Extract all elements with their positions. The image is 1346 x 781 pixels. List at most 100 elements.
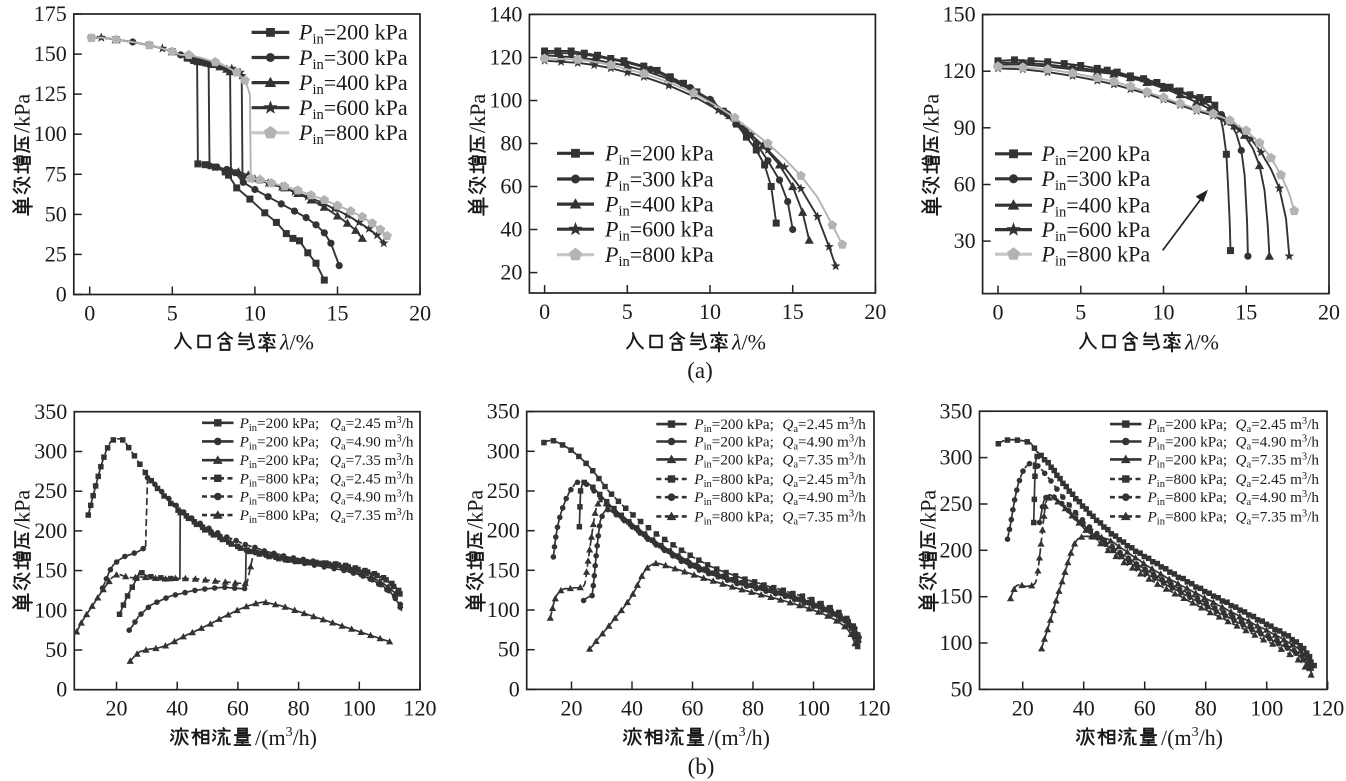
svg-text:200: 200 bbox=[940, 537, 973, 562]
svg-text:Pin=200 kPa;: Pin=200 kPa; bbox=[693, 434, 774, 453]
svg-text:Qa=7.35 m3/h: Qa=7.35 m3/h bbox=[330, 452, 414, 471]
svg-text:Pin=600 kPa: Pin=600 kPa bbox=[1041, 217, 1151, 245]
svg-text:Qa=2.45 m3/h: Qa=2.45 m3/h bbox=[782, 416, 866, 435]
svg-text:Pin=200 kPa: Pin=200 kPa bbox=[298, 20, 408, 48]
svg-text:5: 5 bbox=[167, 301, 178, 326]
svg-text:60: 60 bbox=[1134, 695, 1156, 720]
svg-text:Qa=2.45 m3/h: Qa=2.45 m3/h bbox=[1236, 416, 1320, 435]
svg-text:15: 15 bbox=[327, 301, 349, 326]
svg-text:20: 20 bbox=[864, 299, 886, 324]
svg-text:Pin=800 kPa;: Pin=800 kPa; bbox=[1147, 471, 1228, 490]
svg-text:/kPa: /kPa bbox=[465, 94, 490, 133]
svg-text:15: 15 bbox=[1235, 300, 1257, 325]
svg-text:/kPa: /kPa bbox=[916, 490, 941, 529]
svg-text:120: 120 bbox=[858, 695, 891, 720]
svg-text:λ/%: λ/% bbox=[1184, 330, 1219, 355]
svg-text:100: 100 bbox=[487, 597, 520, 622]
svg-text:100: 100 bbox=[34, 597, 67, 622]
svg-text:100: 100 bbox=[489, 88, 522, 113]
svg-text:/kPa: /kPa bbox=[10, 94, 35, 133]
svg-text:/(m3/h): /(m3/h) bbox=[1161, 725, 1223, 750]
svg-text:Pin=800 kPa;: Pin=800 kPa; bbox=[1147, 508, 1228, 527]
svg-text:Pin=200 kPa;: Pin=200 kPa; bbox=[1147, 451, 1228, 470]
svg-text:Pin=200 kPa;: Pin=200 kPa; bbox=[693, 416, 774, 435]
svg-text:100: 100 bbox=[343, 696, 376, 721]
svg-text:/kPa: /kPa bbox=[463, 490, 488, 529]
svg-text:25: 25 bbox=[45, 241, 67, 266]
svg-text:Pin=200 kPa;: Pin=200 kPa; bbox=[239, 452, 320, 471]
svg-text:200: 200 bbox=[487, 518, 520, 543]
svg-text:Qa=7.35 m3/h: Qa=7.35 m3/h bbox=[330, 507, 414, 526]
svg-text:0: 0 bbox=[509, 676, 520, 701]
svg-text:80: 80 bbox=[742, 695, 764, 720]
svg-text:5: 5 bbox=[1075, 300, 1086, 325]
svg-text:20: 20 bbox=[561, 695, 583, 720]
svg-text:Pin=200 kPa: Pin=200 kPa bbox=[1041, 141, 1151, 169]
svg-text:Pin=200 kPa;: Pin=200 kPa; bbox=[239, 433, 320, 452]
svg-text:20: 20 bbox=[500, 260, 522, 285]
svg-text:15: 15 bbox=[782, 299, 804, 324]
svg-text:λ/%: λ/% bbox=[731, 330, 766, 355]
svg-text:350: 350 bbox=[940, 398, 973, 423]
svg-text:60: 60 bbox=[682, 695, 704, 720]
svg-text:20: 20 bbox=[1318, 300, 1340, 325]
svg-text:90: 90 bbox=[954, 115, 976, 140]
svg-text:(a): (a) bbox=[687, 358, 713, 383]
svg-text:50: 50 bbox=[951, 676, 973, 701]
svg-text:Qa=2.45 m3/h: Qa=2.45 m3/h bbox=[782, 471, 866, 490]
svg-text:Pin=600 kPa: Pin=600 kPa bbox=[298, 95, 408, 123]
svg-text:Pin=200 kPa;: Pin=200 kPa; bbox=[1147, 416, 1228, 435]
svg-text:300: 300 bbox=[940, 445, 973, 470]
svg-text:Pin=800 kPa;: Pin=800 kPa; bbox=[693, 489, 774, 508]
svg-text:Qa=7.35 m3/h: Qa=7.35 m3/h bbox=[1236, 451, 1320, 470]
svg-text:120: 120 bbox=[489, 45, 522, 70]
svg-text:Qa=4.90 m3/h: Qa=4.90 m3/h bbox=[782, 434, 866, 453]
svg-text:λ/%: λ/% bbox=[279, 330, 314, 355]
svg-text:Pin=800 kPa;: Pin=800 kPa; bbox=[239, 489, 320, 508]
svg-text:Qa=7.35 m3/h: Qa=7.35 m3/h bbox=[782, 451, 866, 470]
svg-text:/kPa: /kPa bbox=[919, 94, 944, 133]
svg-text:/kPa: /kPa bbox=[10, 490, 35, 529]
svg-text:Pin=200 kPa;: Pin=200 kPa; bbox=[693, 451, 774, 470]
svg-text:40: 40 bbox=[621, 695, 643, 720]
svg-text:Pin=400 kPa: Pin=400 kPa bbox=[298, 70, 408, 98]
svg-text:Pin=800 kPa: Pin=800 kPa bbox=[298, 120, 408, 148]
svg-text:Qa=7.35 m3/h: Qa=7.35 m3/h bbox=[1236, 508, 1320, 527]
svg-text:20: 20 bbox=[106, 696, 128, 721]
svg-text:Pin=800 kPa;: Pin=800 kPa; bbox=[239, 470, 320, 489]
svg-text:Qa=2.45 m3/h: Qa=2.45 m3/h bbox=[330, 470, 414, 489]
svg-text:150: 150 bbox=[34, 558, 67, 583]
svg-text:100: 100 bbox=[1250, 695, 1283, 720]
svg-text:250: 250 bbox=[940, 491, 973, 516]
svg-text:80: 80 bbox=[1195, 695, 1217, 720]
svg-text:60: 60 bbox=[500, 174, 522, 199]
svg-text:Pin=800 kPa;: Pin=800 kPa; bbox=[693, 471, 774, 490]
svg-text:120: 120 bbox=[1311, 695, 1344, 720]
svg-text:Pin=400 kPa: Pin=400 kPa bbox=[604, 191, 714, 219]
svg-text:40: 40 bbox=[1073, 695, 1095, 720]
svg-text:150: 150 bbox=[34, 41, 67, 66]
svg-text:Pin=200 kPa: Pin=200 kPa bbox=[604, 141, 714, 169]
svg-text:0: 0 bbox=[56, 282, 67, 307]
svg-text:0: 0 bbox=[993, 300, 1004, 325]
svg-text:Qa=2.45 m3/h: Qa=2.45 m3/h bbox=[1236, 471, 1320, 490]
svg-text:75: 75 bbox=[45, 161, 67, 186]
svg-text:30: 30 bbox=[954, 228, 976, 253]
svg-text:5: 5 bbox=[622, 299, 633, 324]
svg-text:Pin=800 kPa: Pin=800 kPa bbox=[604, 242, 714, 270]
svg-text:Pin=800 kPa;: Pin=800 kPa; bbox=[1147, 489, 1228, 508]
svg-text:120: 120 bbox=[404, 696, 437, 721]
svg-text:50: 50 bbox=[45, 201, 67, 226]
svg-text:100: 100 bbox=[34, 121, 67, 146]
svg-text:Pin=800 kPa;: Pin=800 kPa; bbox=[239, 507, 320, 526]
svg-text:0: 0 bbox=[84, 301, 95, 326]
svg-text:120: 120 bbox=[943, 58, 976, 83]
svg-text:20: 20 bbox=[1012, 695, 1034, 720]
svg-text:350: 350 bbox=[34, 399, 67, 424]
svg-text:150: 150 bbox=[940, 584, 973, 609]
svg-text:80: 80 bbox=[288, 696, 310, 721]
svg-text:250: 250 bbox=[34, 478, 67, 503]
svg-text:100: 100 bbox=[940, 630, 973, 655]
svg-text:125: 125 bbox=[34, 81, 67, 106]
svg-text:50: 50 bbox=[45, 637, 67, 662]
